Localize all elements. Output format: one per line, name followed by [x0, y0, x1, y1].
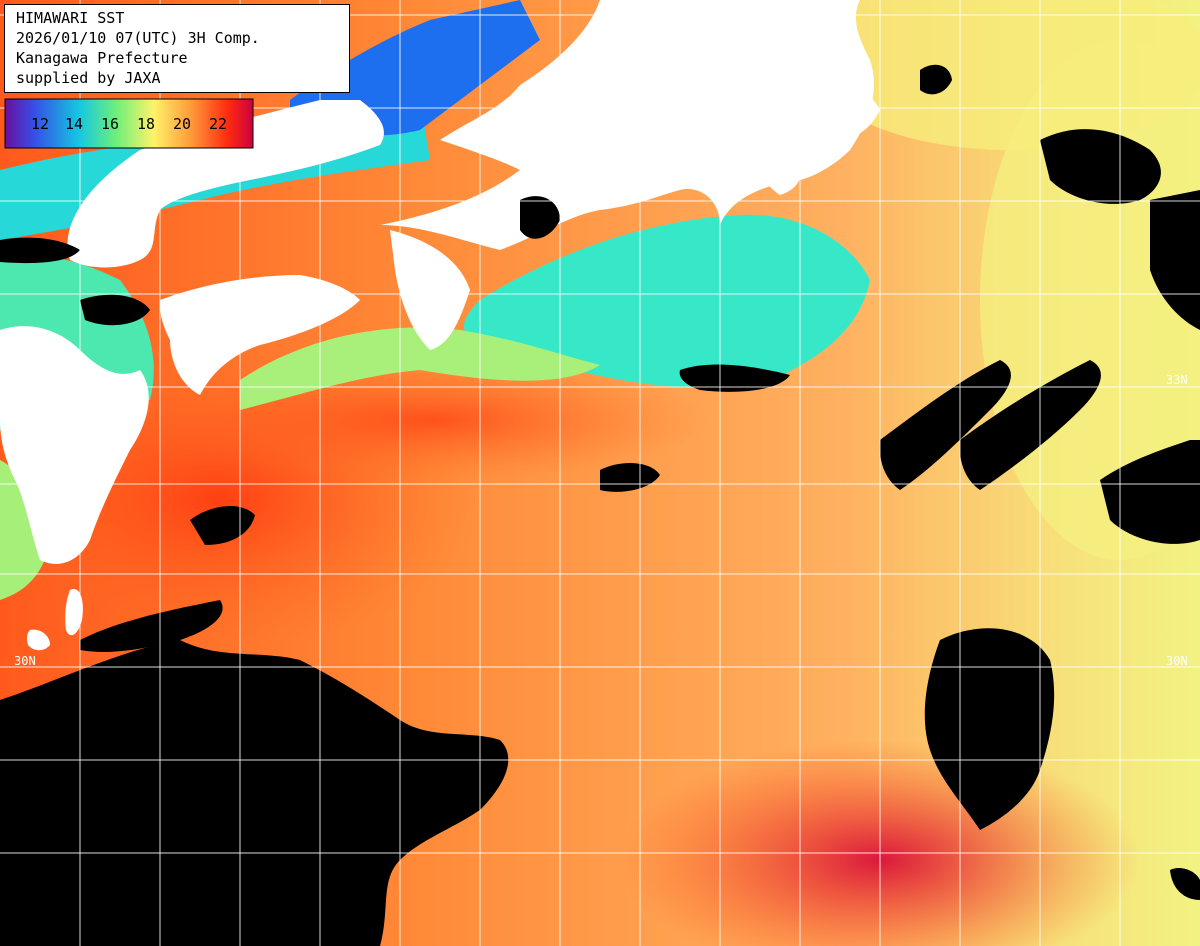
land-boso [829, 90, 880, 137]
cool-coastal-waters [463, 214, 870, 389]
temperature-scale: 12 14 16 18 20 22 [5, 99, 253, 148]
land-shikoku [160, 275, 360, 395]
cloud-west-mid [190, 505, 255, 545]
observation-datetime: 2026/01/10 07(UTC) 3H Comp. [16, 29, 260, 47]
land-tanegashima [65, 589, 83, 636]
scale-label-22: 22 [209, 115, 228, 133]
cool-waters-south-west [0, 460, 50, 600]
cloud-northeast-small [920, 64, 952, 95]
land-kii-peninsula [390, 230, 470, 350]
cloud-northeast-streak-3 [1100, 440, 1200, 544]
cloud-inland-small [80, 294, 150, 326]
land-small-island [10, 398, 30, 415]
data-credit: supplied by JAXA [16, 69, 161, 87]
cloud-mid-band-1 [600, 463, 660, 492]
lat-label-30n-left: 30N [14, 654, 36, 668]
lat-label-33n-left: 33N [14, 373, 36, 387]
land-honshu [350, 0, 874, 250]
scale-label-12: 12 [31, 115, 50, 133]
cloud-west-streak [80, 600, 223, 652]
cloud-nw-corner [0, 237, 80, 264]
land-izu-peninsula [750, 144, 802, 195]
scale-label-14: 14 [65, 115, 84, 133]
cloud-northeast-streak-2 [959, 360, 1101, 490]
lat-label-33n-right: 33N [1166, 373, 1188, 387]
cloud-mask [0, 64, 1200, 946]
lat-label-30n-right: 30N [1166, 654, 1188, 668]
temperature-scale-bar [4, 98, 254, 149]
cloud-east-edge [1150, 190, 1200, 330]
header-info-box: HIMAWARI SST 2026/01/10 07(UTC) 3H Comp.… [4, 4, 350, 93]
region-label: Kanagawa Prefecture [16, 49, 188, 67]
scale-label-20: 20 [173, 115, 192, 133]
cloud-kii-strait [520, 196, 560, 239]
land [0, 0, 880, 651]
map-title: HIMAWARI SST [16, 9, 125, 27]
warm-yellow-ne [810, 0, 1200, 150]
cloud-northeast-streak-1 [879, 360, 1011, 490]
mild-coastal-waters [240, 327, 600, 410]
land-yakushima [26, 629, 50, 651]
land-honshu-west [67, 100, 384, 268]
cloud-mid-band-2 [679, 364, 790, 392]
scale-label-16: 16 [101, 115, 120, 133]
cloud-northeast-blob [1040, 129, 1161, 204]
scale-label-18: 18 [137, 115, 156, 133]
cloud-southeast-small [1170, 868, 1200, 900]
land-kyushu [0, 326, 149, 564]
cloud-east-blob [924, 628, 1055, 830]
